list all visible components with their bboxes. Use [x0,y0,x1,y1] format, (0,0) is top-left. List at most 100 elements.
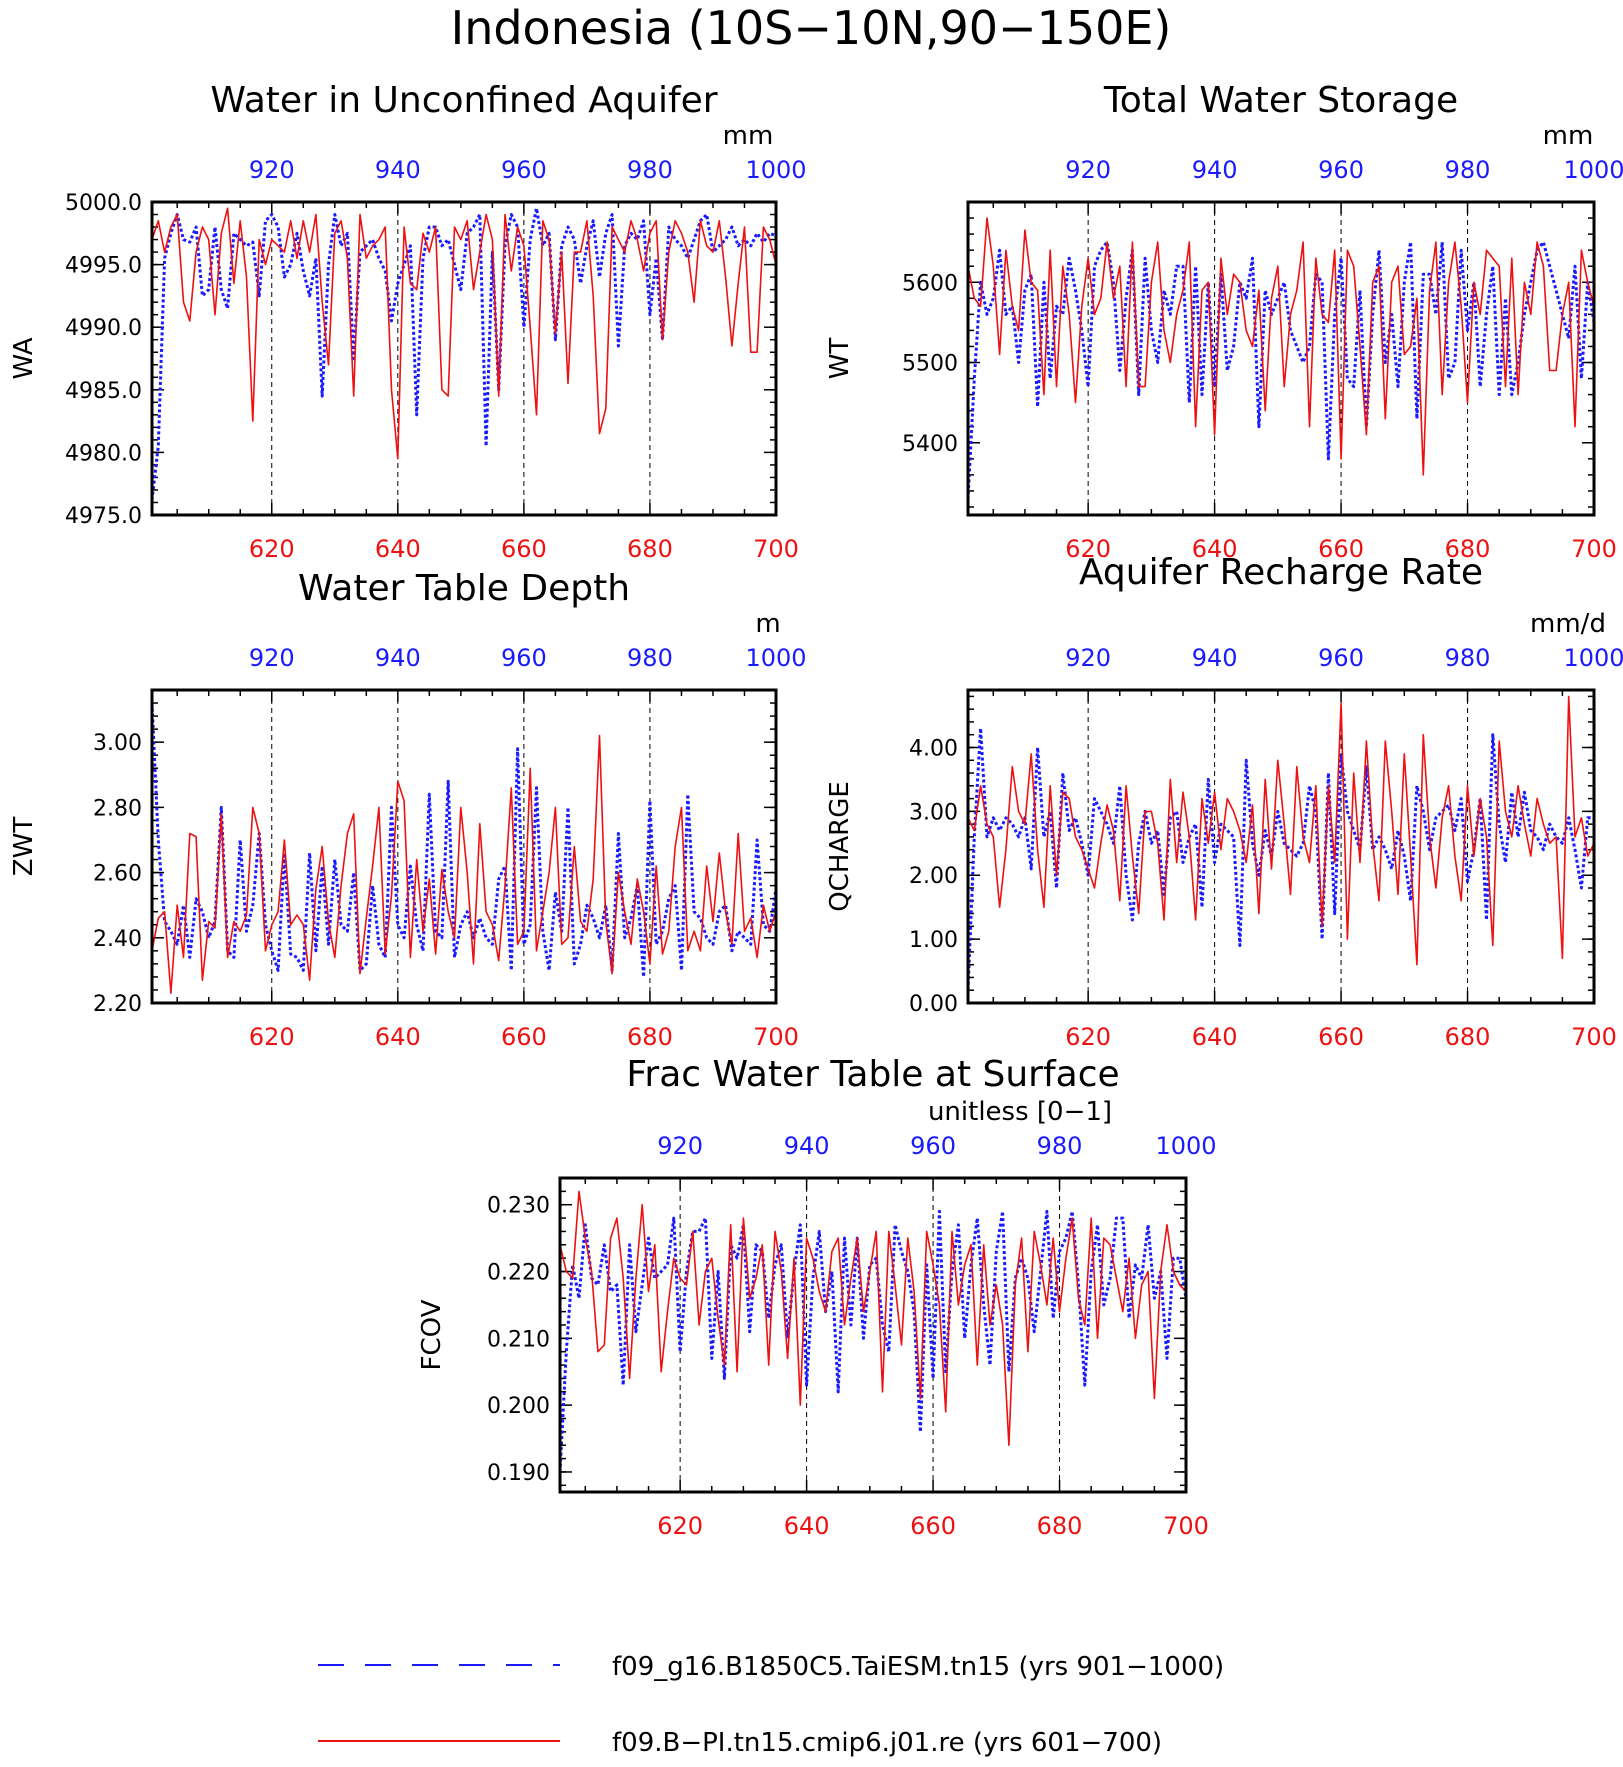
x-top-tick-label: 940 [1192,644,1238,672]
x-tick-label: 640 [784,1512,830,1540]
panel-title: Aquifer Recharge Rate [1079,552,1483,593]
series-line-blue [968,726,1594,991]
plot-frame [966,200,1596,517]
series-line-red [152,734,776,995]
x-top-tick-label: 920 [1065,156,1111,184]
panel-units: mm [1543,121,1594,151]
x-tick-label: 680 [627,1023,673,1051]
x-top-tick-label: 920 [1065,644,1111,672]
x-top-tick-label: 980 [627,156,673,184]
y-axis-label: WT [825,338,855,380]
x-top-tick-label: 920 [249,156,295,184]
x-tick-label: 700 [1571,535,1617,563]
x-tick-label: 700 [753,535,799,563]
series-line-blue [560,1209,1186,1473]
x-tick-label: 640 [375,535,421,563]
series-line-red [152,207,776,460]
legend-label-blue: f09_g16.B1850C5.TaiESM.tn15 (yrs 901−100… [612,1652,1224,1682]
panel-title: Total Water Storage [1103,80,1458,121]
y-tick-label: 2.60 [93,862,142,887]
x-top-tick-label: 920 [657,1132,703,1160]
x-tick-label: 680 [627,535,673,563]
y-tick-label: 5400 [902,432,958,457]
y-tick-label: 5600 [902,271,958,296]
x-tick-label: 700 [1163,1512,1209,1540]
x-top-tick-label: 960 [501,156,547,184]
x-tick-label: 660 [1318,535,1364,563]
y-tick-label: 0.00 [909,992,958,1017]
x-tick-label: 700 [753,1023,799,1051]
plot-frame [150,688,778,1005]
x-top-tick-label: 940 [375,644,421,672]
panel-units: unitless [0−1] [928,1097,1112,1127]
y-tick-label: 0.230 [487,1194,550,1219]
x-tick-label: 660 [501,1023,547,1051]
panel-units: m [755,609,780,639]
x-top-tick-label: 960 [1318,156,1364,184]
x-top-tick-label: 940 [1192,156,1238,184]
series-line-blue [152,206,776,501]
y-axis-label: ZWT [9,817,39,877]
y-tick-label: 4985.0 [65,379,142,404]
y-axis-label: QCHARGE [825,781,855,912]
y-tick-label: 4975.0 [65,504,142,529]
y-tick-label: 5000.0 [65,191,142,216]
y-axis-label: WA [9,337,39,379]
x-tick-label: 620 [1065,1023,1111,1051]
y-tick-label: 3.00 [93,731,142,756]
x-top-tick-label: 1000 [745,644,806,672]
x-tick-label: 620 [249,1023,295,1051]
x-tick-label: 620 [249,535,295,563]
plot-frame [558,1176,1188,1494]
panel-units: mm/d [1530,609,1606,639]
panel-wt: Total Water Storage mm WT 620 640 660 680 700 92… [825,80,1623,563]
x-top-tick-label: 1000 [1155,1132,1216,1160]
y-tick-label: 4.00 [909,736,958,761]
y-tick-label: 2.20 [93,992,142,1017]
y-tick-label: 3.00 [909,800,958,825]
x-tick-label: 620 [657,1512,703,1540]
panel-zwt: Water Table Depth m ZWT 620 640 660 680 700 920 9… [9,568,807,1051]
y-tick-label: 2.80 [93,796,142,821]
series-line-red [560,1190,1186,1446]
x-tick-label: 620 [1065,535,1111,563]
x-tick-label: 660 [501,535,547,563]
x-top-tick-label: 1000 [745,156,806,184]
x-tick-label: 640 [1192,535,1238,563]
panel-title: Water Table Depth [298,568,630,609]
panel-units: mm [723,121,774,151]
x-top-tick-label: 960 [910,1132,956,1160]
y-tick-label: 1.00 [909,928,958,953]
panel-title: Water in Unconfined Aquifer [210,80,717,121]
x-top-tick-label: 980 [1037,1132,1083,1160]
plot-frame [150,200,778,517]
x-tick-label: 680 [1445,535,1491,563]
x-top-tick-label: 980 [1445,156,1491,184]
figure-title: Indonesia (10S−10N,90−150E) [451,1,1172,55]
x-tick-label: 700 [1571,1023,1617,1051]
y-tick-label: 0.210 [487,1327,550,1352]
legend: f09_g16.B1850C5.TaiESM.tn15 (yrs 901−100… [318,1652,1224,1758]
x-top-tick-label: 1000 [1563,156,1623,184]
y-tick-label: 4990.0 [65,316,142,341]
x-top-tick-label: 1000 [1563,644,1623,672]
y-axis-label: FCOV [417,1299,447,1370]
x-top-tick-label: 960 [501,644,547,672]
x-top-tick-label: 920 [249,644,295,672]
x-tick-label: 680 [1037,1512,1083,1540]
y-tick-label: 4995.0 [65,254,142,279]
y-tick-label: 2.40 [93,927,142,952]
series-line-red [968,695,1594,966]
panel-qcharge: Aquifer Recharge Rate mm/d QCHARGE 620 640 66… [825,552,1623,1051]
x-top-tick-label: 940 [375,156,421,184]
series-line-blue [968,240,1594,499]
y-tick-label: 4980.0 [65,441,142,466]
x-tick-label: 660 [910,1512,956,1540]
x-tick-label: 680 [1445,1023,1491,1051]
x-top-tick-label: 980 [1445,644,1491,672]
y-tick-label: 0.190 [487,1461,550,1486]
